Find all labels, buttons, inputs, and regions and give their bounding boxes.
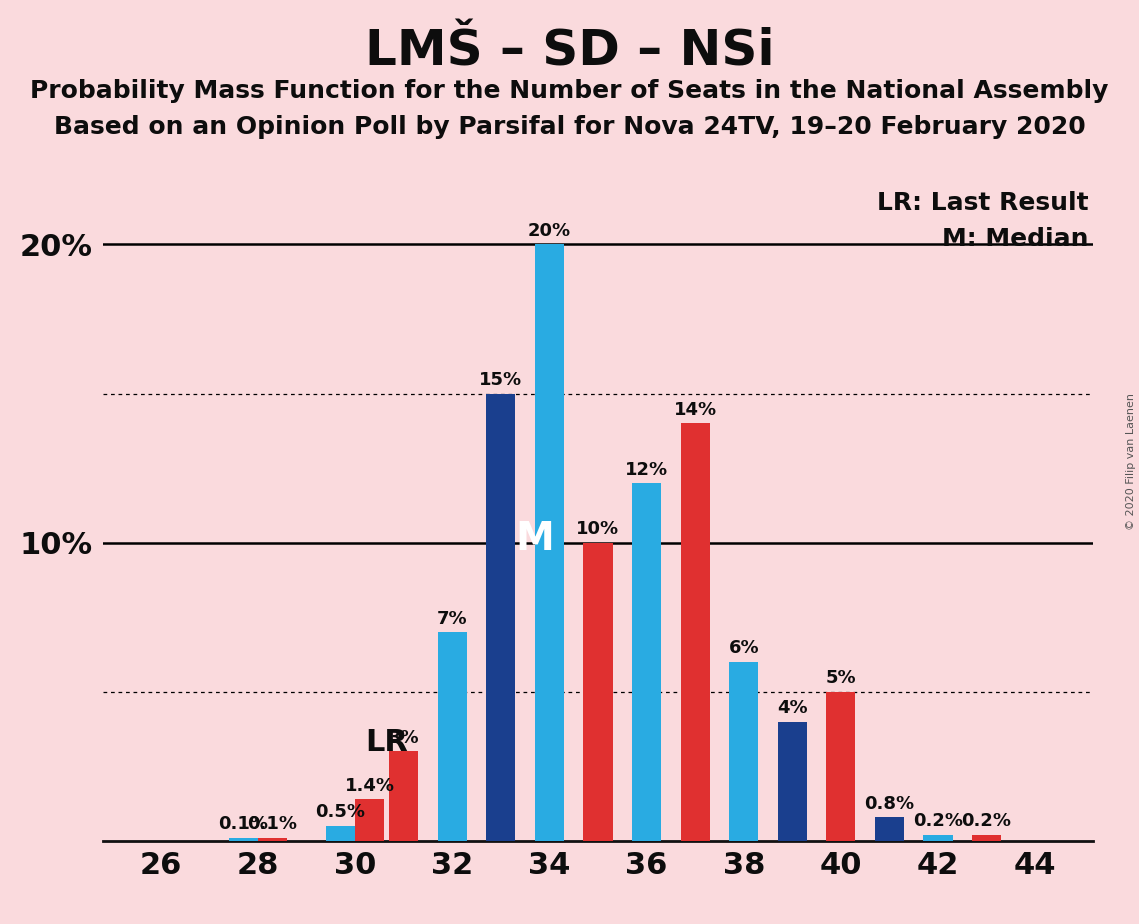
Text: 12%: 12% xyxy=(625,460,669,479)
Bar xyxy=(355,799,384,841)
Text: 0.2%: 0.2% xyxy=(961,812,1011,831)
Text: 0.2%: 0.2% xyxy=(913,812,962,831)
Bar xyxy=(326,826,355,841)
Bar xyxy=(826,692,855,841)
Bar xyxy=(437,632,467,841)
Text: Probability Mass Function for the Number of Seats in the National Assembly: Probability Mass Function for the Number… xyxy=(31,79,1108,103)
Text: 4%: 4% xyxy=(777,699,808,717)
Bar xyxy=(680,423,710,841)
Text: 7%: 7% xyxy=(437,610,468,627)
Text: LMŠ – SD – NSi: LMŠ – SD – NSi xyxy=(364,28,775,76)
Text: Based on an Opinion Poll by Parsifal for Nova 24TV, 19–20 February 2020: Based on an Opinion Poll by Parsifal for… xyxy=(54,115,1085,139)
Bar xyxy=(778,722,806,841)
Text: 14%: 14% xyxy=(673,401,716,419)
Text: 5%: 5% xyxy=(826,669,857,687)
Bar xyxy=(729,662,759,841)
Text: © 2020 Filip van Laenen: © 2020 Filip van Laenen xyxy=(1126,394,1136,530)
Text: LR: LR xyxy=(364,728,408,758)
Text: 0.1%: 0.1% xyxy=(219,815,269,833)
Bar xyxy=(535,245,564,841)
Bar xyxy=(257,838,287,841)
Text: 3%: 3% xyxy=(388,729,419,747)
Bar xyxy=(924,835,952,841)
Text: 15%: 15% xyxy=(480,371,523,389)
Text: M: M xyxy=(516,519,555,557)
Text: M: Median: M: Median xyxy=(942,226,1089,250)
Text: 1.4%: 1.4% xyxy=(345,776,395,795)
Bar xyxy=(972,835,1001,841)
Bar xyxy=(390,751,418,841)
Text: LR: Last Result: LR: Last Result xyxy=(877,190,1089,214)
Text: 0.1%: 0.1% xyxy=(247,815,297,833)
Bar xyxy=(486,394,515,841)
Bar xyxy=(632,483,661,841)
Text: 20%: 20% xyxy=(527,222,571,240)
Bar xyxy=(583,542,613,841)
Bar xyxy=(229,838,257,841)
Text: 6%: 6% xyxy=(728,639,759,658)
Text: 0.8%: 0.8% xyxy=(865,795,915,812)
Bar xyxy=(875,817,904,841)
Text: 0.5%: 0.5% xyxy=(316,804,366,821)
Text: 10%: 10% xyxy=(576,520,620,538)
